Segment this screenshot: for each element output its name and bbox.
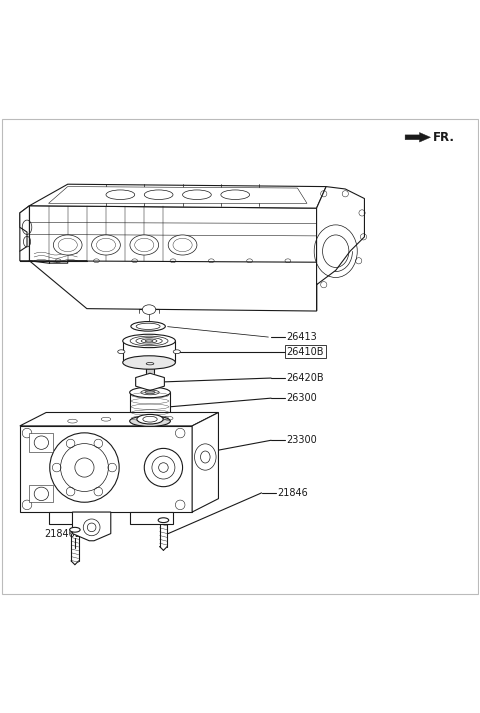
Ellipse shape — [131, 322, 165, 331]
Text: 26410B: 26410B — [287, 347, 324, 356]
Polygon shape — [20, 413, 218, 426]
Polygon shape — [48, 512, 92, 524]
Ellipse shape — [221, 190, 250, 200]
Polygon shape — [29, 433, 53, 452]
Polygon shape — [317, 187, 364, 311]
Text: 26413: 26413 — [287, 332, 317, 342]
Ellipse shape — [70, 528, 80, 532]
Ellipse shape — [143, 305, 156, 314]
Text: 26420B: 26420B — [287, 373, 324, 383]
Ellipse shape — [123, 334, 175, 348]
Ellipse shape — [182, 190, 211, 200]
Ellipse shape — [137, 414, 163, 424]
Ellipse shape — [130, 235, 158, 255]
Polygon shape — [29, 184, 326, 208]
Ellipse shape — [53, 235, 82, 255]
Text: FR.: FR. — [432, 130, 455, 144]
Polygon shape — [136, 373, 164, 391]
Polygon shape — [130, 512, 173, 524]
Ellipse shape — [158, 518, 168, 523]
Ellipse shape — [123, 356, 175, 369]
Ellipse shape — [130, 387, 170, 398]
Ellipse shape — [168, 235, 197, 255]
Ellipse shape — [130, 416, 170, 426]
Ellipse shape — [173, 350, 180, 354]
Ellipse shape — [92, 235, 120, 255]
Polygon shape — [20, 206, 29, 261]
Polygon shape — [405, 133, 431, 142]
Ellipse shape — [118, 350, 125, 354]
Polygon shape — [29, 206, 317, 311]
Text: 23300: 23300 — [287, 435, 317, 445]
Ellipse shape — [144, 448, 182, 487]
Text: 21846: 21846 — [277, 488, 308, 498]
Ellipse shape — [50, 433, 119, 502]
Ellipse shape — [106, 190, 135, 200]
Polygon shape — [20, 426, 192, 512]
Text: 21846B: 21846B — [44, 528, 81, 538]
Ellipse shape — [144, 190, 173, 200]
Polygon shape — [72, 512, 111, 540]
Polygon shape — [29, 485, 53, 503]
Text: 26300: 26300 — [287, 393, 317, 403]
Polygon shape — [48, 187, 307, 203]
Polygon shape — [192, 413, 218, 512]
